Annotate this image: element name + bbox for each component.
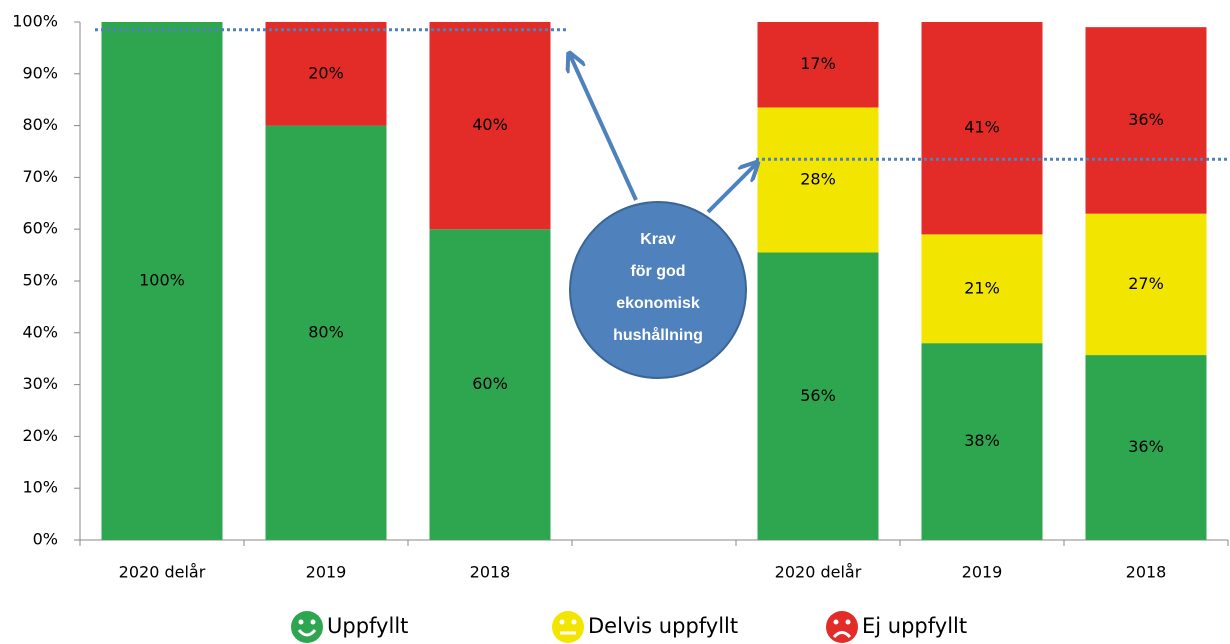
data-label: 36% (1128, 110, 1164, 129)
legend-mouth (832, 631, 852, 639)
y-tick-label: 90% (22, 63, 58, 82)
bar-segment (101, 22, 223, 540)
legend-eye (298, 619, 304, 625)
x-tick-label: 2018 (1126, 563, 1167, 582)
bar-segment (757, 107, 879, 253)
y-tick-label: 60% (22, 219, 58, 238)
y-tick-label: 40% (22, 322, 58, 341)
x-tick-label: 2020 delår (119, 563, 206, 582)
legend-eye (845, 619, 851, 625)
data-label: 27% (1128, 274, 1164, 293)
data-label: 38% (964, 431, 1000, 450)
bar-segment (921, 234, 1043, 344)
legend-icon (826, 611, 858, 643)
bar-segment (921, 22, 1043, 235)
x-tick-label: 2019 (306, 563, 347, 582)
y-tick-label: 50% (22, 271, 58, 290)
annotation-text: ekonomisk (616, 295, 700, 312)
data-label: 80% (308, 322, 344, 341)
legend-eye (833, 619, 839, 625)
bar-segment (757, 252, 879, 540)
data-label: 100% (139, 271, 185, 290)
y-tick-label: 0% (33, 530, 58, 549)
annotation-text: för god (630, 263, 685, 280)
data-label: 41% (964, 118, 1000, 137)
data-label: 20% (308, 63, 344, 82)
y-tick-label: 30% (22, 374, 58, 393)
legend-eye (310, 619, 316, 625)
x-tick-label: 2019 (962, 563, 1003, 582)
legend-label: Delvis uppfyllt (588, 614, 738, 638)
y-tick-label: 20% (22, 426, 58, 445)
bar-segment (1085, 213, 1207, 356)
bar-segment (757, 22, 879, 108)
data-label: 40% (472, 115, 508, 134)
legend-icon (291, 611, 323, 643)
bar-segment (265, 125, 387, 540)
bar-segment (1085, 27, 1207, 214)
arrow (706, 164, 756, 214)
legend-eye (559, 619, 565, 625)
y-tick-label: 10% (22, 478, 58, 497)
y-tick-label: 80% (22, 115, 58, 134)
data-label: 56% (800, 386, 836, 405)
data-label: 28% (800, 169, 836, 188)
legend-eye (571, 619, 577, 625)
bar-segment (429, 229, 551, 540)
annotation-text: Krav (640, 231, 676, 248)
legend-mouth (297, 629, 317, 637)
legend-label: Ej uppfyllt (862, 614, 967, 638)
bar-segment (429, 22, 551, 230)
data-label: 21% (964, 278, 1000, 297)
annotation-text: hushållning (613, 326, 703, 344)
legend-label: Uppfyllt (327, 614, 408, 638)
data-label: 36% (1128, 437, 1164, 456)
bar-segment (265, 22, 387, 126)
legend-icon (552, 611, 584, 643)
data-label: 17% (800, 54, 836, 73)
x-tick-label: 2018 (470, 563, 511, 582)
y-tick-label: 100% (12, 12, 58, 31)
bar-segment (1085, 355, 1207, 540)
data-label: 60% (472, 374, 508, 393)
annotation-bubble (569, 201, 747, 379)
arrow (570, 55, 638, 201)
bar-segment (921, 343, 1043, 540)
y-tick-label: 70% (22, 167, 58, 186)
x-tick-label: 2020 delår (775, 563, 862, 582)
